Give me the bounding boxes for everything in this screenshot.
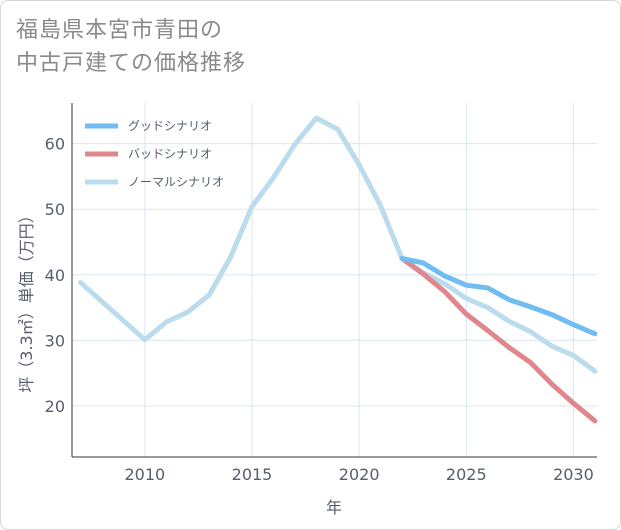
x-tick-2030: 2030 xyxy=(553,465,594,484)
series-line-1 xyxy=(399,255,598,337)
y-tick-labels: 20 30 40 50 60 xyxy=(45,135,65,416)
legend-label-3: ノーマルシナリオ xyxy=(128,175,224,189)
y-tick-60: 60 xyxy=(45,135,65,154)
grid xyxy=(72,103,597,457)
y-axis-title: 坪（3.3㎡）単価（万円） xyxy=(17,207,36,392)
x-axis-title: 年 xyxy=(326,498,342,517)
y-tick-40: 40 xyxy=(45,266,65,285)
legend-label-1: グッドシナリオ xyxy=(128,119,212,133)
x-tick-2020: 2020 xyxy=(339,465,380,484)
chart-title-line-1: 福島県本宮市青田の xyxy=(16,18,224,43)
series-lines xyxy=(78,115,598,424)
y-tick-20: 20 xyxy=(45,397,65,416)
y-tick-30: 30 xyxy=(45,331,65,350)
chart-title: 福島県本宮市青田の 中古戸建ての価格推移 xyxy=(16,14,246,80)
series-line-3 xyxy=(78,115,598,374)
axes xyxy=(71,103,597,458)
x-tick-2015: 2015 xyxy=(232,465,273,484)
chart-title-line-2: 中古戸建ての価格推移 xyxy=(16,51,247,76)
plot-area xyxy=(72,103,597,457)
legend-label-2: バッドシナリオ xyxy=(128,147,212,161)
series-line-2 xyxy=(399,255,598,424)
y-tick-50: 50 xyxy=(45,200,65,219)
x-tick-2010: 2010 xyxy=(124,465,165,484)
x-tick-labels: 2010 2015 2020 2025 2030 xyxy=(124,465,593,484)
x-tick-2025: 2025 xyxy=(446,465,487,484)
